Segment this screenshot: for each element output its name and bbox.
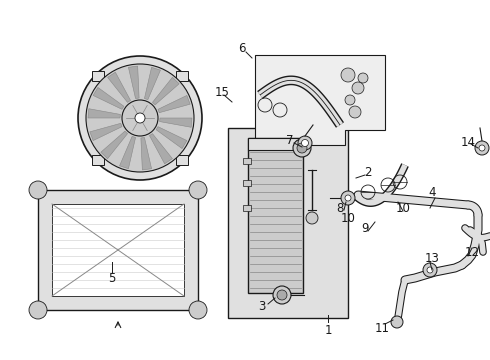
Text: 8: 8 [336, 202, 343, 215]
Circle shape [78, 56, 202, 180]
FancyBboxPatch shape [243, 205, 251, 211]
Circle shape [345, 95, 355, 105]
FancyBboxPatch shape [228, 128, 348, 318]
Text: 1: 1 [324, 324, 332, 337]
Text: 10: 10 [395, 202, 411, 215]
Circle shape [479, 145, 485, 151]
Text: 14: 14 [461, 135, 475, 149]
Circle shape [349, 106, 361, 118]
Circle shape [29, 301, 47, 319]
Polygon shape [90, 123, 122, 140]
Text: 15: 15 [215, 86, 229, 99]
Text: 13: 13 [424, 252, 440, 265]
Circle shape [391, 316, 403, 328]
Circle shape [297, 143, 307, 153]
Circle shape [273, 286, 291, 304]
Text: 5: 5 [108, 271, 116, 284]
Circle shape [293, 139, 311, 157]
Circle shape [423, 263, 437, 277]
Polygon shape [120, 136, 136, 169]
Text: 3: 3 [258, 301, 266, 314]
Circle shape [135, 113, 145, 123]
Circle shape [122, 100, 158, 136]
Polygon shape [101, 131, 127, 159]
Text: 9: 9 [361, 221, 369, 234]
FancyBboxPatch shape [176, 71, 188, 81]
Circle shape [298, 136, 312, 150]
Text: 6: 6 [238, 41, 246, 54]
Polygon shape [88, 109, 121, 118]
Polygon shape [145, 67, 160, 100]
Polygon shape [248, 138, 303, 150]
Circle shape [306, 212, 318, 224]
Text: 4: 4 [428, 185, 436, 198]
Polygon shape [141, 138, 151, 170]
FancyBboxPatch shape [92, 71, 104, 81]
Polygon shape [255, 55, 385, 145]
FancyBboxPatch shape [52, 204, 184, 296]
Text: 7: 7 [286, 134, 294, 147]
Polygon shape [149, 134, 172, 164]
Polygon shape [156, 127, 187, 149]
Polygon shape [152, 77, 179, 105]
Polygon shape [160, 118, 192, 127]
Circle shape [301, 140, 309, 147]
FancyBboxPatch shape [38, 190, 198, 310]
FancyBboxPatch shape [243, 158, 251, 164]
Circle shape [475, 141, 489, 155]
Polygon shape [93, 87, 124, 109]
Circle shape [86, 64, 194, 172]
Circle shape [189, 181, 207, 199]
Text: 2: 2 [364, 166, 372, 179]
Polygon shape [158, 95, 190, 113]
Circle shape [345, 195, 351, 201]
Circle shape [277, 290, 287, 300]
Text: 10: 10 [341, 212, 355, 225]
Circle shape [352, 82, 364, 94]
FancyBboxPatch shape [248, 138, 303, 293]
Circle shape [358, 73, 368, 83]
Text: 12: 12 [465, 247, 480, 260]
Circle shape [341, 191, 355, 205]
FancyBboxPatch shape [176, 155, 188, 165]
Circle shape [427, 267, 433, 273]
Polygon shape [128, 66, 139, 99]
Circle shape [341, 68, 355, 82]
Circle shape [29, 181, 47, 199]
FancyBboxPatch shape [92, 155, 104, 165]
Polygon shape [108, 72, 130, 102]
Circle shape [189, 301, 207, 319]
Text: 11: 11 [374, 321, 390, 334]
FancyBboxPatch shape [243, 180, 251, 186]
